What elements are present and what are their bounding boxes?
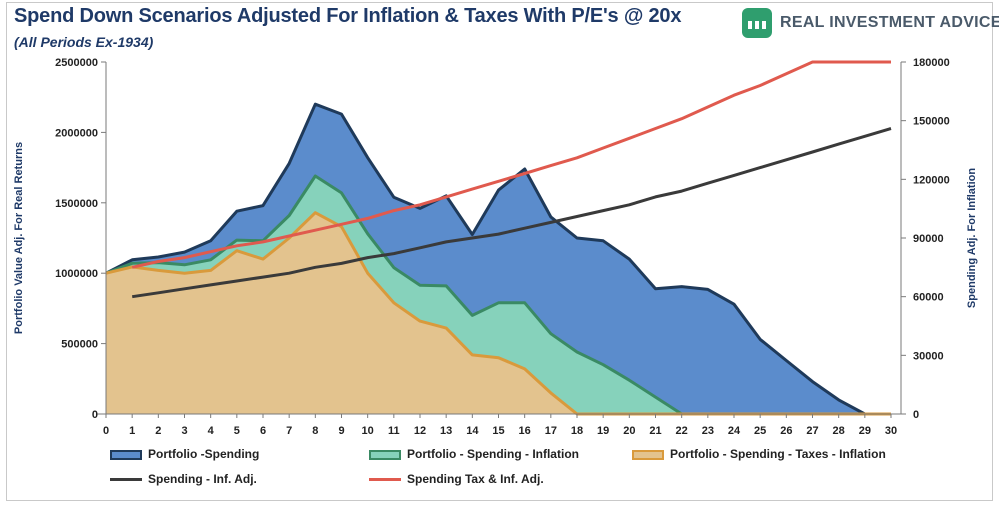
x-axis-tick-label: 29: [859, 425, 871, 437]
left-axis-title: Portfolio Value Adj. For Real Returns: [13, 142, 25, 334]
legend-label: Portfolio - Spending - Taxes - Inflation: [670, 447, 886, 461]
brand-name: REAL INVESTMENT ADVICE: [780, 14, 999, 31]
x-axis-tick-label: 17: [545, 425, 557, 437]
chart-title: Spend Down Scenarios Adjusted For Inflat…: [14, 5, 682, 27]
line-series-group: [131, 60, 892, 299]
x-axis-tick-label: 12: [414, 425, 426, 437]
x-axis-tick-label: 14: [466, 425, 479, 437]
line-spending-tax-inf-adj: [131, 60, 891, 269]
legend-item: Spending Tax & Inf. Adj.: [369, 472, 619, 488]
x-axis-tick-label: 7: [286, 425, 292, 437]
right-axis-tick-label: 120000: [913, 174, 950, 186]
x-axis-tick-label: 22: [676, 425, 688, 437]
x-axis-tick-label: 27: [806, 425, 818, 437]
x-axis-tick-label: 15: [492, 425, 504, 437]
legend-item: Portfolio - Spending - Inflation: [369, 447, 619, 463]
x-axis-tick-label: 20: [623, 425, 635, 437]
x-axis-tick-label: 9: [338, 425, 344, 437]
right-axis-title: Spending Adj. For Inflation: [966, 168, 978, 308]
right-axis-tick-label: 0: [913, 409, 919, 421]
axes-group: 0500000100000015000002000000250000003000…: [55, 57, 950, 437]
x-axis-tick-label: 30: [885, 425, 897, 437]
x-axis-tick-label: 3: [181, 425, 187, 437]
line-spending-inf-adj: [131, 127, 892, 299]
legend-key: [369, 478, 401, 481]
left-axis-tick-label: 2000000: [55, 127, 98, 139]
right-axis-tick-label: 90000: [913, 233, 944, 245]
x-axis-tick-label: 8: [312, 425, 318, 437]
x-axis-tick-label: 4: [208, 425, 215, 437]
x-axis-tick-label: 19: [597, 425, 609, 437]
x-axis-tick-label: 5: [234, 425, 240, 437]
legend-key: [110, 450, 142, 460]
right-axis-tick-label: 60000: [913, 292, 944, 304]
x-axis-tick-label: 23: [702, 425, 714, 437]
area-portfolio-spending-outline: [105, 102, 891, 416]
x-axis-tick-label: 25: [754, 425, 766, 437]
legend-label: Spending - Inf. Adj.: [148, 472, 257, 486]
right-axis-tick-label: 150000: [913, 116, 950, 128]
legend-label: Portfolio - Spending - Inflation: [407, 447, 579, 461]
left-axis-tick-label: 2500000: [55, 57, 98, 69]
area-portfolio-spending-taxes-inflation: [106, 212, 891, 414]
x-axis-tick-label: 0: [103, 425, 109, 437]
left-axis-tick-label: 500000: [61, 339, 98, 351]
x-axis-tick-label: 10: [362, 425, 374, 437]
chart-bars-icon: [742, 8, 772, 38]
x-axis-tick-label: 1: [129, 425, 135, 437]
legend-key: [632, 450, 664, 460]
x-axis-tick-label: 21: [649, 425, 661, 437]
legend-item: Spending - Inf. Adj.: [110, 472, 360, 488]
x-axis-tick-label: 16: [519, 425, 531, 437]
legend-item: Portfolio -Spending: [110, 447, 360, 463]
legend-label: Spending Tax & Inf. Adj.: [407, 472, 544, 486]
x-axis-tick-label: 28: [833, 425, 845, 437]
legend-label: Portfolio -Spending: [148, 447, 260, 461]
left-axis-tick-label: 0: [92, 409, 98, 421]
area-series-group: [105, 102, 891, 416]
brand-logo-block: REAL INVESTMENT ADVICE: [740, 6, 999, 40]
chart-subtitle: (All Periods Ex-1934): [14, 34, 154, 50]
left-axis-tick-label: 1500000: [55, 198, 98, 210]
x-axis-tick-label: 26: [780, 425, 792, 437]
legend-key: [369, 450, 401, 460]
x-axis-tick-label: 6: [260, 425, 266, 437]
x-axis-tick-label: 18: [571, 425, 583, 437]
x-axis-tick-label: 24: [728, 425, 741, 437]
x-axis-tick-label: 11: [388, 425, 400, 437]
x-axis-tick-label: 13: [440, 425, 452, 437]
legend-item: Portfolio - Spending - Taxes - Inflation: [632, 447, 886, 463]
left-axis-tick-label: 1000000: [55, 268, 98, 280]
x-axis-tick-label: 2: [155, 425, 161, 437]
legend-key: [110, 478, 142, 481]
right-axis-tick-label: 30000: [913, 350, 944, 362]
right-axis-tick-label: 180000: [913, 57, 950, 69]
